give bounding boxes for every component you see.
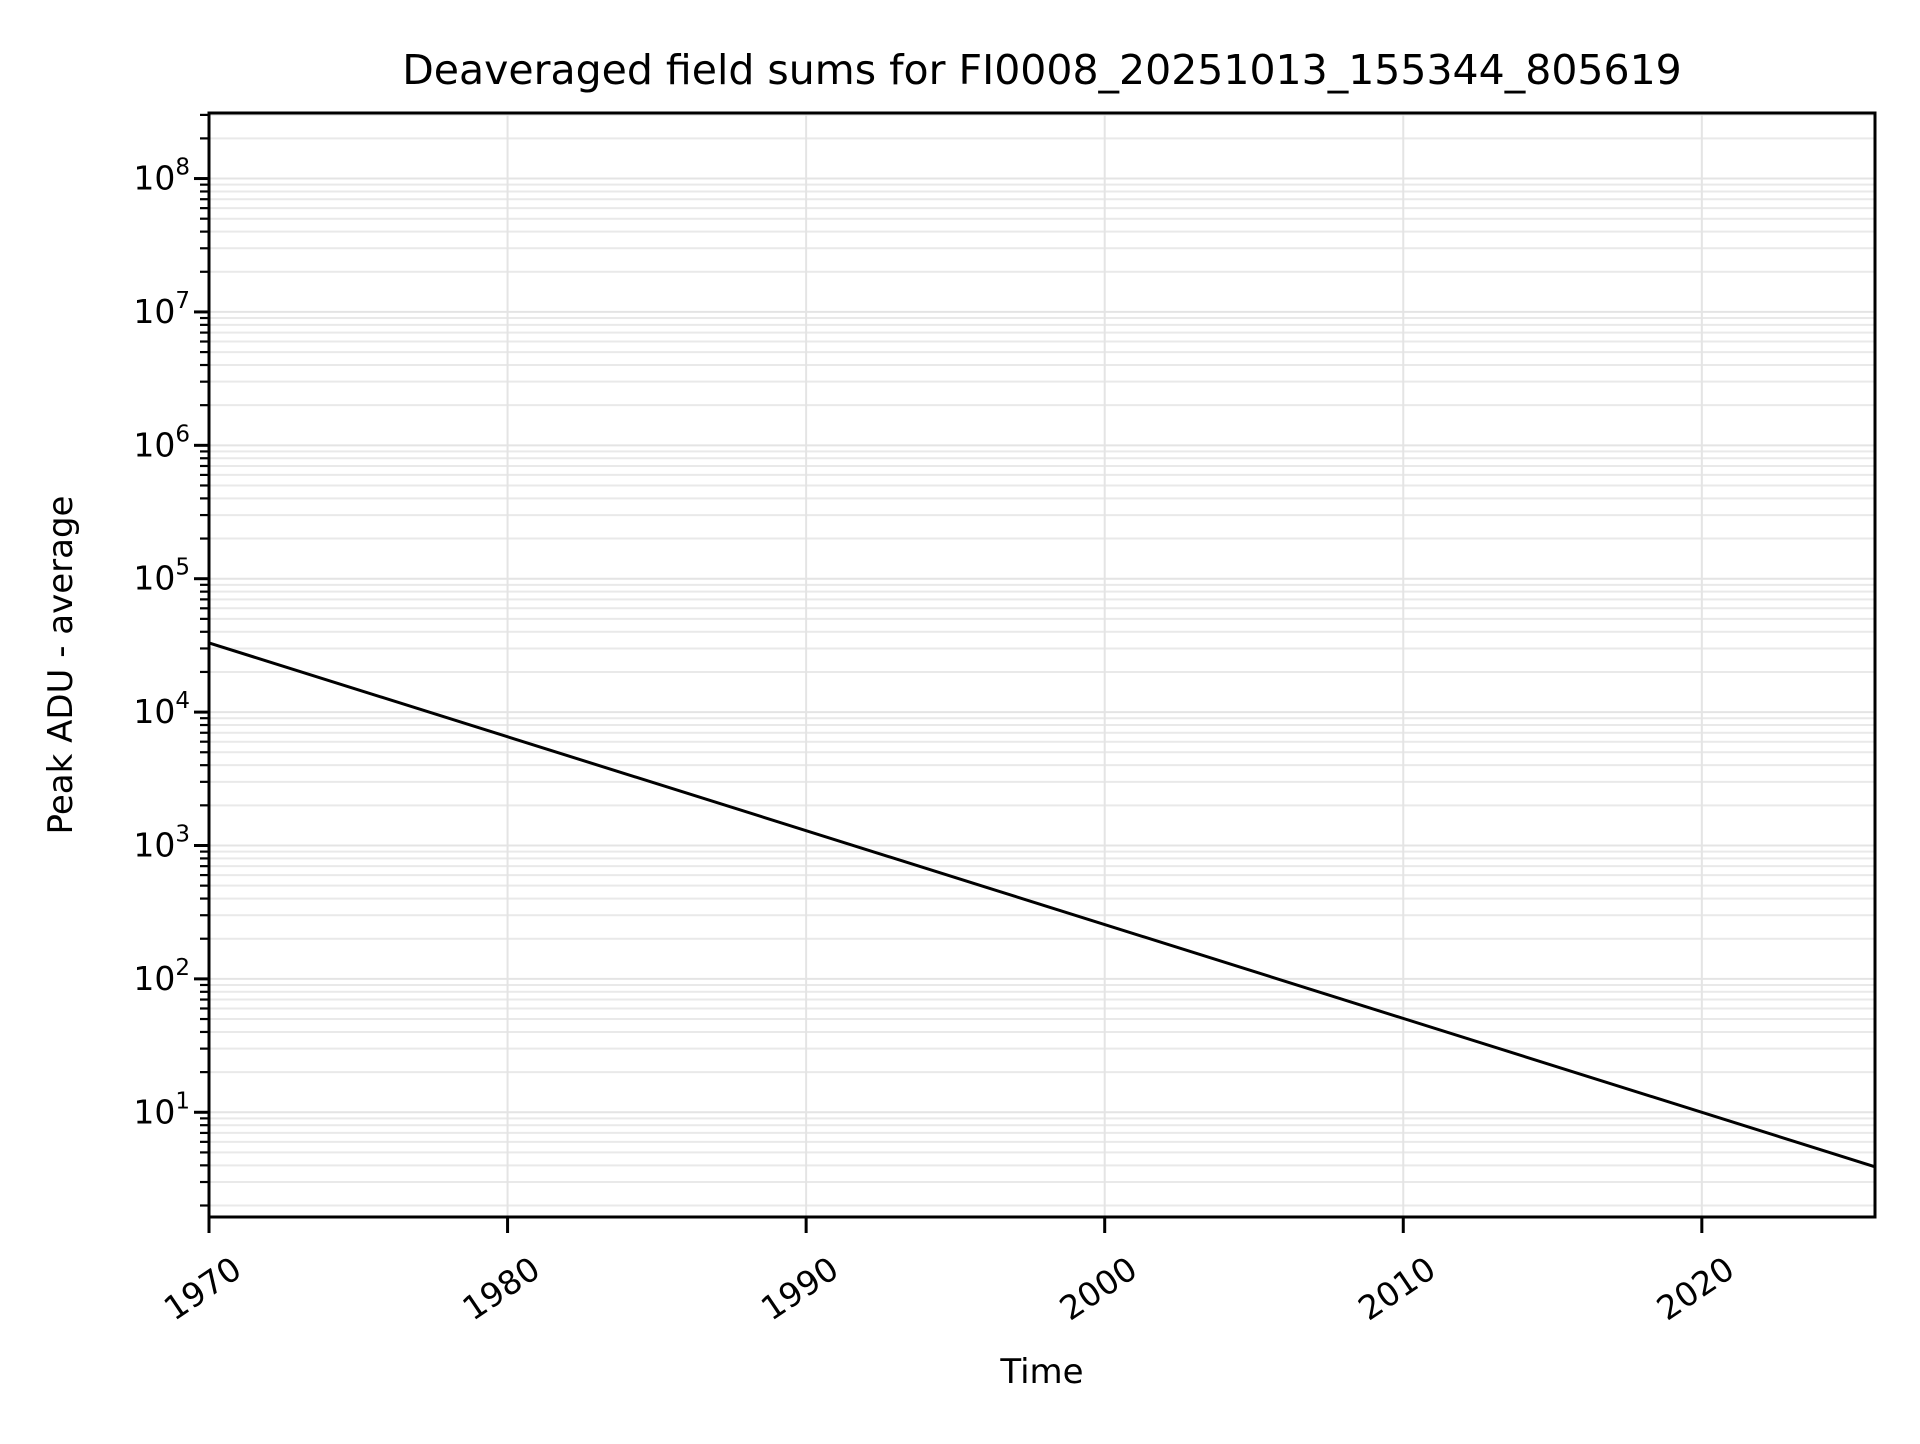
series-line: [208, 641, 1876, 1169]
data-series: [208, 641, 1876, 1169]
x-tick-label: 2010: [1351, 1249, 1442, 1328]
axes-spines: [207, 111, 1877, 1219]
y-tick-label: 105: [133, 555, 190, 598]
minor-gridlines: [209, 113, 1875, 1207]
x-tick-label: 1990: [754, 1249, 845, 1328]
y-tick-label: 102: [133, 955, 190, 998]
axis-ticks: [194, 113, 1704, 1233]
y-tick-label: 101: [133, 1088, 190, 1131]
x-axis-label: Time: [999, 1352, 1083, 1392]
chart-title: Deaveraged field sums for FI0008_2025101…: [402, 46, 1682, 94]
x-tick-label: 1980: [455, 1249, 546, 1328]
y-tick-label: 108: [133, 155, 190, 198]
y-tick-label: 104: [133, 688, 190, 731]
y-tick-label: 107: [133, 288, 190, 331]
y-axis-label: Peak ADU - average: [41, 496, 81, 835]
x-tick-label: 2000: [1053, 1249, 1144, 1328]
y-tick-label: 103: [133, 821, 190, 864]
x-tick-label: 2020: [1650, 1249, 1741, 1328]
y-tick-label: 106: [133, 421, 190, 464]
major-gridlines: [208, 113, 1875, 1217]
x-tick-label: 1970: [157, 1249, 248, 1328]
